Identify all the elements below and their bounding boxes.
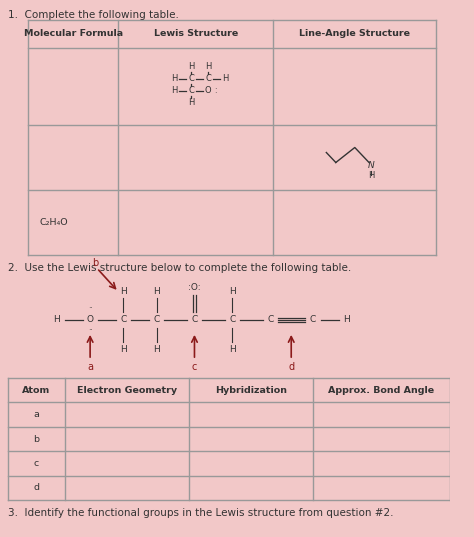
Text: C: C [310, 316, 316, 324]
Text: C: C [191, 316, 198, 324]
Text: C: C [229, 316, 236, 324]
Text: H: H [222, 74, 228, 83]
Text: d: d [33, 483, 39, 492]
Text: H: H [171, 74, 177, 83]
Text: C: C [154, 316, 160, 324]
Text: 1.  Complete the following table.: 1. Complete the following table. [8, 10, 179, 20]
Text: b: b [92, 258, 98, 268]
Text: H: H [120, 287, 127, 295]
Text: :O:: :O: [188, 282, 201, 292]
Text: H: H [153, 345, 160, 353]
Text: Hybridization: Hybridization [215, 386, 287, 395]
Text: H: H [153, 287, 160, 295]
Text: C: C [267, 316, 273, 324]
Text: c: c [34, 459, 39, 468]
Text: H: H [120, 345, 127, 353]
Text: Lewis Structure: Lewis Structure [154, 30, 238, 39]
Text: H: H [188, 98, 194, 107]
Text: C: C [188, 86, 194, 95]
Text: H: H [54, 316, 60, 324]
Text: H: H [229, 287, 236, 295]
Text: C: C [188, 74, 194, 83]
Text: d: d [288, 362, 294, 372]
Text: H: H [343, 316, 350, 324]
Text: 3.  Identify the functional groups in the Lewis structure from question #2.: 3. Identify the functional groups in the… [8, 508, 393, 518]
Text: a: a [33, 410, 39, 419]
Text: O: O [205, 86, 211, 95]
Text: N: N [367, 161, 374, 170]
Text: H: H [188, 62, 194, 71]
Text: C: C [120, 316, 127, 324]
Text: c: c [192, 362, 197, 372]
Text: Approx. Bond Angle: Approx. Bond Angle [328, 386, 434, 395]
Text: C: C [205, 74, 211, 83]
Text: Line-Angle Structure: Line-Angle Structure [299, 30, 410, 39]
Text: Molecular Formula: Molecular Formula [24, 30, 123, 39]
Text: O: O [87, 316, 94, 324]
Text: b: b [33, 434, 39, 444]
Text: ··: ·· [88, 304, 92, 314]
Text: H: H [368, 171, 374, 180]
Text: :: : [214, 86, 217, 95]
Text: H: H [205, 62, 211, 71]
Text: a: a [87, 362, 93, 372]
Text: Electron Geometry: Electron Geometry [77, 386, 177, 395]
Text: Atom: Atom [22, 386, 50, 395]
Text: H: H [229, 345, 236, 353]
Text: H: H [171, 86, 177, 95]
Text: C₂H₄O: C₂H₄O [40, 218, 68, 227]
Text: 2.  Use the Lewis structure below to complete the following table.: 2. Use the Lewis structure below to comp… [8, 263, 351, 273]
Text: ··: ·· [88, 326, 92, 336]
